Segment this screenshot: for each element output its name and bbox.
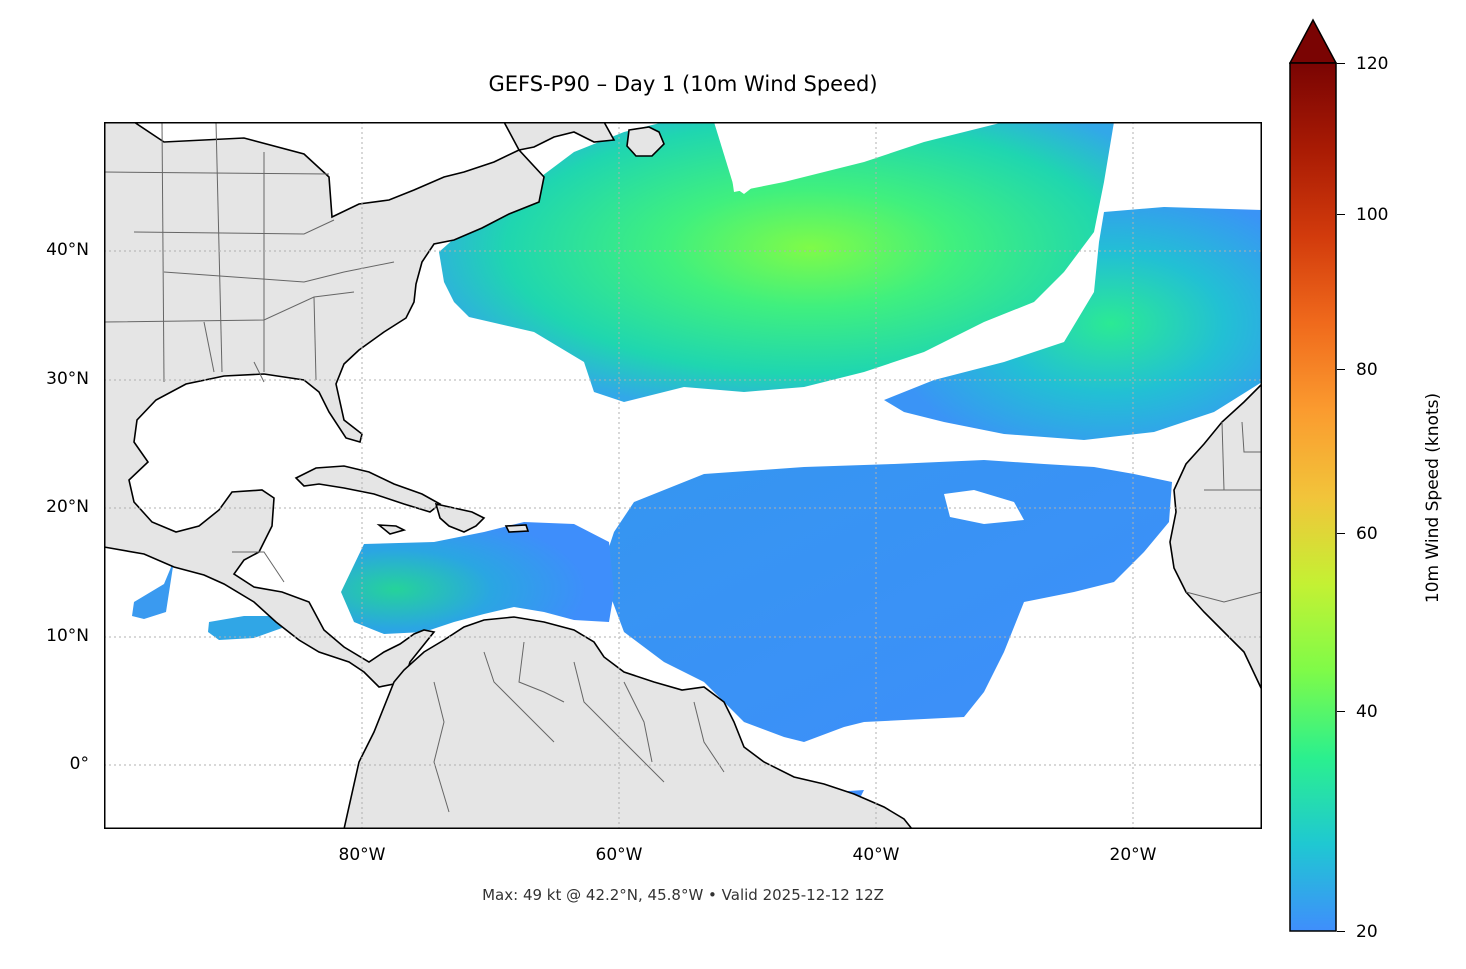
- chart-title: GEFS-P90 – Day 1 (10m Wind Speed): [488, 72, 878, 96]
- cb-tick: [1337, 711, 1345, 712]
- x-tick-20w: 20°W: [1109, 845, 1157, 865]
- cb-tick: [1337, 931, 1345, 932]
- cb-tick-60: 60: [1356, 524, 1378, 544]
- x-tick-80w: 80°W: [338, 845, 386, 865]
- cb-tick: [1337, 533, 1345, 534]
- y-tick-10n: 10°N: [46, 626, 89, 646]
- y-tick-30n: 30°N: [46, 369, 89, 389]
- map-plot-area: [104, 122, 1262, 829]
- cb-tick-120: 120: [1356, 54, 1389, 74]
- cb-tick: [1337, 63, 1345, 64]
- border-layer: [104, 122, 1262, 813]
- cb-tick-80: 80: [1356, 360, 1378, 380]
- y-tick-20n: 20°N: [46, 497, 89, 517]
- graticule: [104, 122, 1262, 829]
- x-tick-60w: 60°W: [595, 845, 643, 865]
- cb-tick-40: 40: [1356, 702, 1378, 722]
- cb-tick: [1337, 214, 1345, 215]
- cb-tick: [1337, 369, 1345, 370]
- max-valid-caption: Max: 49 kt @ 42.2°N, 45.8°W • Valid 2025…: [482, 886, 884, 904]
- y-tick-0: 0°: [69, 754, 89, 774]
- cb-tick-20: 20: [1356, 922, 1378, 942]
- wind-field-layer: [132, 122, 1262, 802]
- cb-tick-100: 100: [1356, 205, 1389, 225]
- colorbar-label: 10m Wind Speed (knots): [1423, 392, 1443, 604]
- y-tick-40n: 40°N: [46, 240, 89, 260]
- land-layer: [104, 122, 1262, 829]
- x-tick-40w: 40°W: [852, 845, 900, 865]
- colorbar: [1288, 18, 1338, 932]
